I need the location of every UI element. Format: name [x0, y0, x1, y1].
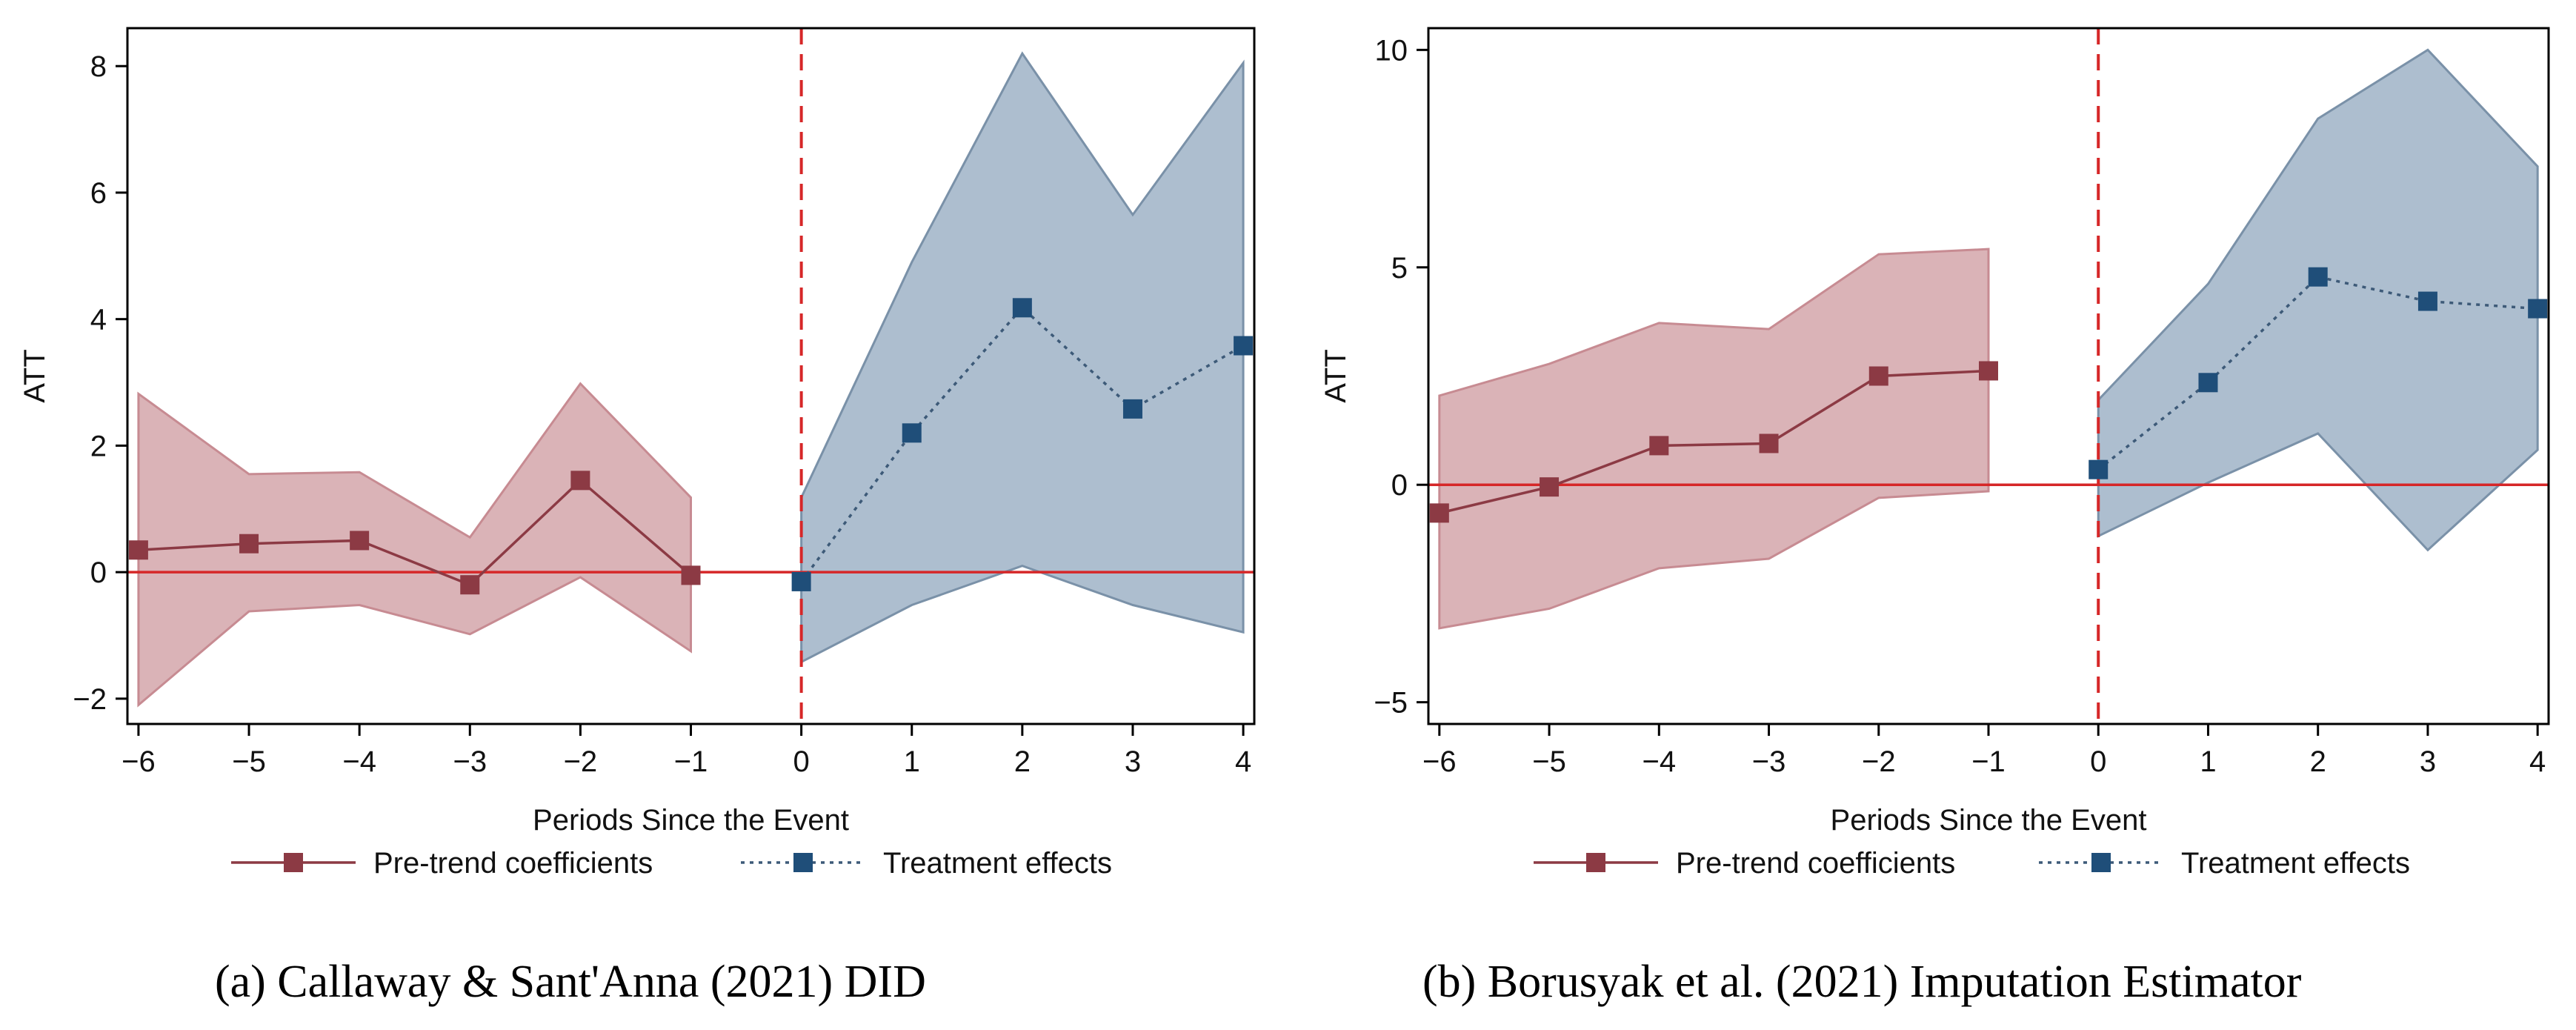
x-axis-title: Periods Since the Event: [533, 804, 849, 837]
legend: Pre-trend coefficients Treatment effects: [231, 847, 1112, 880]
x-tick-label: −4: [1642, 745, 1676, 778]
y-tick-label: 2: [90, 430, 107, 462]
x-tick-label: −1: [1971, 745, 2006, 778]
legend-marker-treatment: [2091, 853, 2111, 872]
x-tick-label: 3: [2420, 745, 2436, 778]
y-axis-title: ATT: [19, 349, 51, 403]
legend-marker-pre-trend: [284, 853, 303, 872]
x-tick-label: 0: [793, 745, 809, 778]
chart-panel-a: −2 0 2 4 6 8 −6 −5 −4 −3 −2 −1 0 1 2 3 4 Periods Since th…: [19, 27, 1256, 880]
x-tick-label: −5: [1532, 745, 1566, 778]
point-treatment: [2089, 459, 2109, 479]
x-tick-label: 1: [904, 745, 920, 778]
x-tick-label: −2: [564, 745, 598, 778]
x-tick-label: 3: [1125, 745, 1141, 778]
point-treatment: [2417, 291, 2437, 311]
point-pre-trend: [1540, 477, 1560, 497]
point-pre-trend: [1429, 503, 1449, 523]
y-tick-label: 0: [1391, 469, 1408, 502]
point-pre-trend: [1868, 366, 1888, 386]
point-pre-trend: [239, 534, 259, 554]
caption-panel-a: (a) Callaway & Sant'Anna (2021) DID: [215, 957, 926, 1007]
point-pre-trend: [681, 565, 701, 585]
point-pre-trend: [1979, 361, 1998, 381]
ci-band-pre-trend: [1438, 247, 1990, 630]
x-tick-label: 2: [1014, 745, 1031, 778]
x-tick-label: −6: [1422, 745, 1457, 778]
point-treatment: [1122, 399, 1142, 419]
x-tick-label: −4: [342, 745, 376, 778]
legend-label-pre-trend: Pre-trend coefficients: [1676, 847, 1955, 880]
x-tick-label: 2: [2310, 745, 2326, 778]
x-tick-label: 0: [2090, 745, 2106, 778]
legend-label-treatment: Treatment effects: [2181, 847, 2410, 880]
ci-band-pre-trend: [137, 382, 692, 708]
legend-label-treatment: Treatment effects: [883, 847, 1112, 880]
x-tick-label: 1: [2200, 745, 2216, 778]
point-pre-trend: [350, 531, 370, 551]
x-tick-label: −2: [1862, 745, 1896, 778]
point-pre-trend: [128, 540, 148, 560]
y-tick-label: −2: [73, 683, 107, 716]
y-tick-label: −5: [1374, 687, 1408, 720]
x-axis-title: Periods Since the Event: [1831, 804, 2147, 837]
point-treatment: [791, 571, 811, 591]
y-tick-label: 5: [1391, 252, 1408, 285]
point-treatment: [2308, 267, 2328, 287]
x-tick-label: −3: [453, 745, 487, 778]
series-line-treatment: [800, 305, 1244, 582]
x-tick-label: 4: [2529, 745, 2546, 778]
point-pre-trend: [1649, 436, 1669, 456]
x-tick-label: −6: [122, 745, 156, 778]
legend-label-pre-trend: Pre-trend coefficients: [373, 847, 653, 880]
legend-marker-pre-trend: [1586, 853, 1605, 872]
x-tick-label: −5: [232, 745, 266, 778]
y-tick-label: 6: [90, 177, 107, 210]
point-treatment: [2198, 373, 2218, 393]
series-line-pre-trend: [1439, 369, 1989, 515]
legend-marker-treatment: [793, 853, 813, 872]
x-tick-label: −3: [1752, 745, 1786, 778]
point-treatment: [902, 423, 922, 443]
ci-band-treatment: [2097, 48, 2539, 552]
point-treatment: [1234, 336, 1254, 356]
point-pre-trend: [1759, 433, 1779, 453]
y-tick-label: 8: [90, 50, 107, 83]
point-treatment: [1012, 298, 1032, 318]
point-pre-trend: [570, 471, 590, 491]
x-tick-label: −1: [674, 745, 708, 778]
caption-panel-b: (b) Borusyak et al. (2021) Imputation Es…: [1422, 957, 2302, 1007]
y-tick-label: 4: [90, 304, 107, 336]
x-tick-label: 4: [1235, 745, 1251, 778]
y-axis-title: ATT: [1319, 349, 1352, 403]
legend: Pre-trend coefficients Treatment effects: [1534, 847, 2410, 880]
point-pre-trend: [460, 575, 480, 595]
y-tick-label: 10: [1375, 34, 1408, 67]
ci-band-treatment: [800, 51, 1245, 664]
chart-panel-b: −5 0 5 10 −6 −5 −4 −3 −2 −1 0 1 2 3 4 Periods Since the…: [1319, 27, 2550, 880]
point-treatment: [2528, 299, 2548, 319]
y-tick-label: 0: [90, 556, 107, 589]
series-line-pre-trend: [138, 478, 692, 587]
